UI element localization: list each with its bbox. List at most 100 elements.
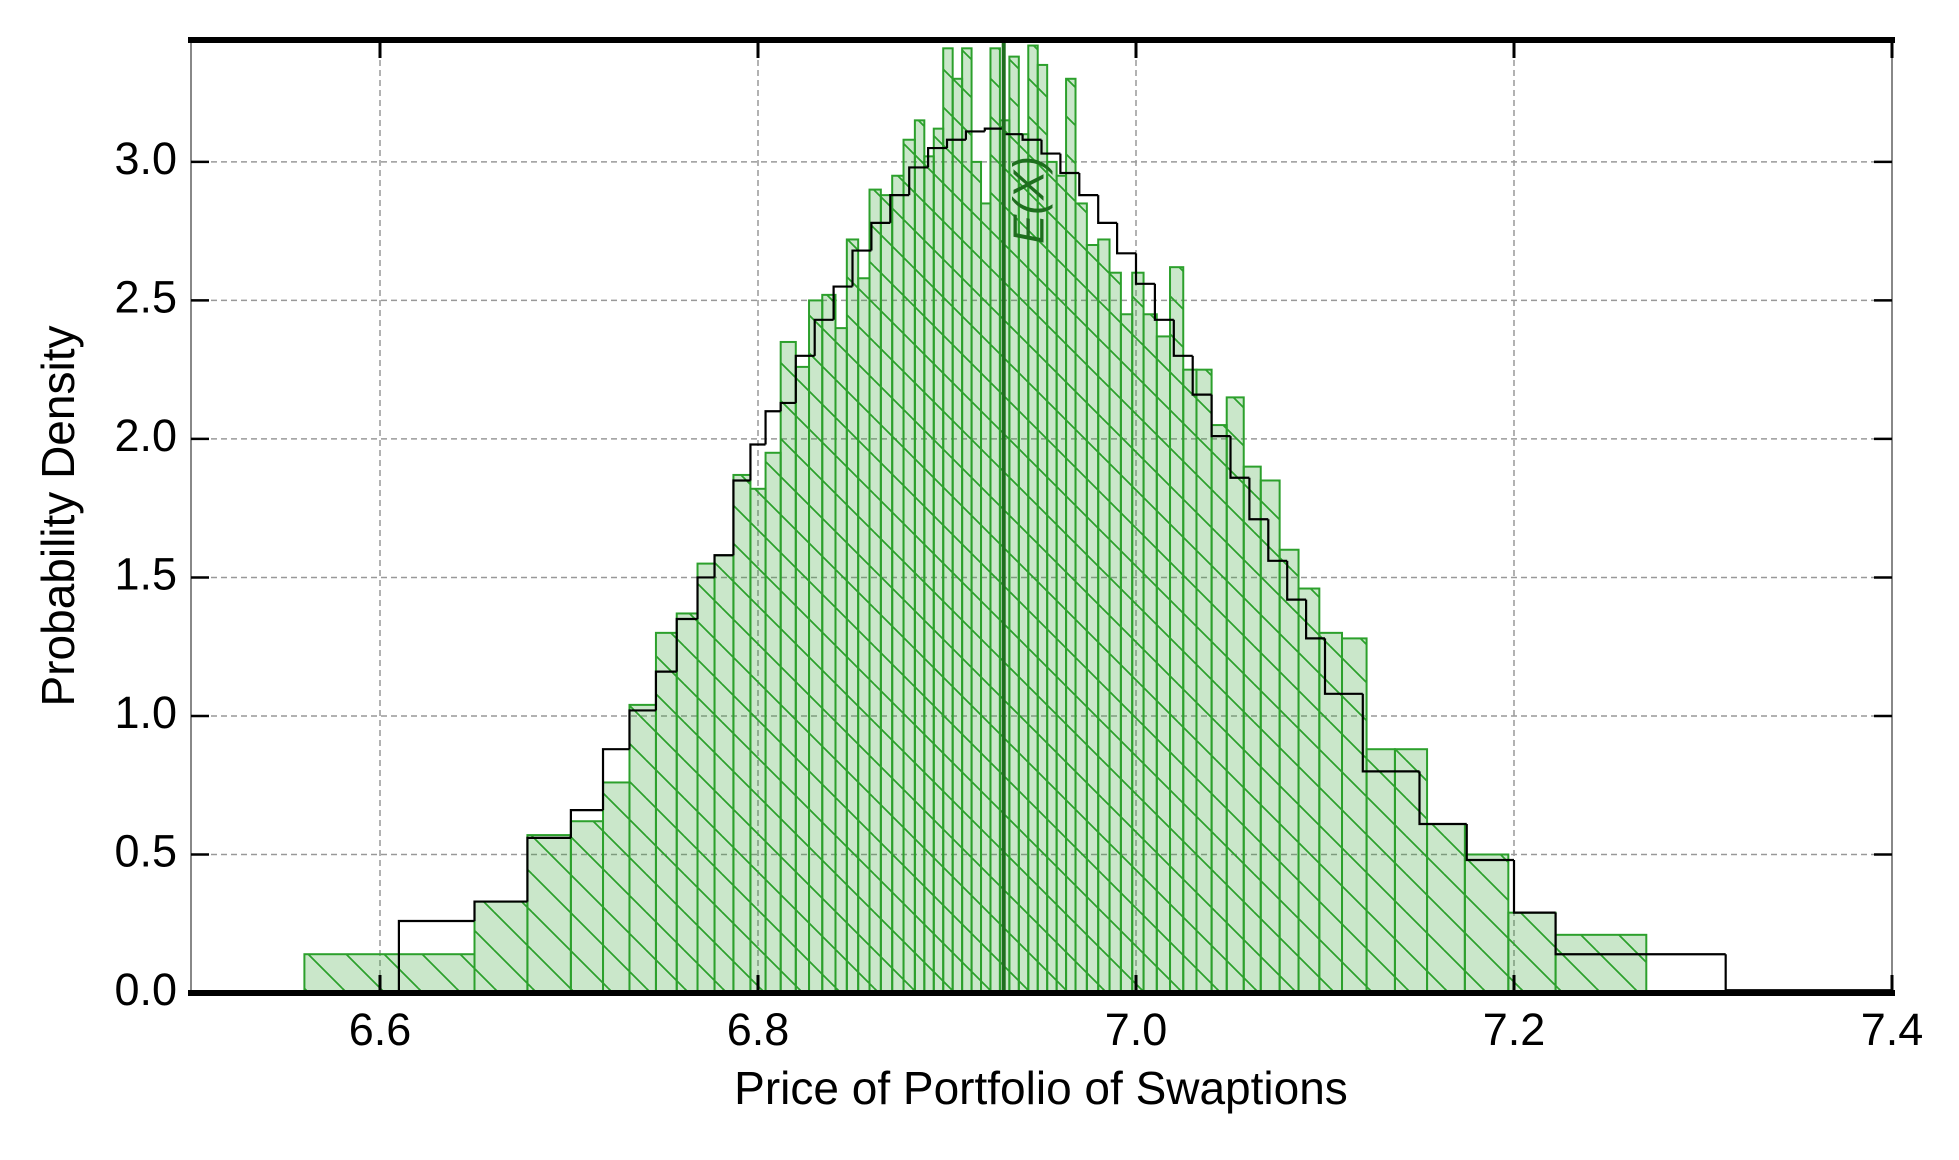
histogram-step <box>1305 599 1325 640</box>
x-tick-label: 7.2 <box>1483 1004 1546 1055</box>
histogram-step <box>397 919 475 993</box>
histogram-bar <box>749 487 767 993</box>
histogram-bar <box>821 293 837 993</box>
histogram-step <box>964 130 985 140</box>
histogram-step <box>1361 693 1420 773</box>
histogram-bar <box>879 194 894 993</box>
histogram-bar <box>1155 335 1172 993</box>
histogram-bar <box>1097 238 1111 993</box>
histogram-bar <box>923 155 935 993</box>
histogram-step <box>1286 560 1307 601</box>
x-tick-label: 6.8 <box>727 1004 790 1055</box>
histogram-bar <box>980 202 992 993</box>
histogram-step <box>764 410 781 445</box>
histogram-step <box>1323 638 1363 695</box>
histogram-step <box>1021 134 1042 141</box>
histogram-bar <box>891 174 905 993</box>
histogram-bar <box>913 119 926 993</box>
histogram-step <box>675 617 698 672</box>
histogram-bar <box>764 451 782 993</box>
histogram-bar <box>932 127 945 993</box>
y-tick-label: 2.5 <box>114 271 177 322</box>
histogram-step <box>1465 824 1514 862</box>
histogram-step <box>473 900 528 921</box>
histogram-step <box>749 443 766 481</box>
histogram-bar <box>1085 244 1100 993</box>
histogram-step <box>1153 283 1174 321</box>
histogram-bar <box>1507 911 1557 993</box>
histogram-bar <box>951 77 964 993</box>
histogram-bar <box>713 554 735 993</box>
histogram-step <box>1724 954 1892 993</box>
histogram-step <box>569 809 604 838</box>
histogram-bar <box>628 703 657 993</box>
histogram-bar <box>834 327 848 993</box>
histogram-bar <box>473 900 529 993</box>
histogram-step <box>1040 139 1061 155</box>
histogram-bar <box>868 188 882 993</box>
histogram-step <box>832 285 853 320</box>
histogram-bar <box>902 138 916 993</box>
histogram-bar <box>526 834 572 993</box>
histogram-bar <box>794 365 811 993</box>
histogram-step <box>628 709 656 750</box>
histogram-bar <box>569 820 605 993</box>
histogram-step <box>1229 436 1250 479</box>
histogram-step <box>601 748 630 811</box>
histogram-step <box>1267 519 1288 562</box>
histogram-step <box>1097 195 1118 224</box>
y-tick-label: 2.0 <box>114 410 177 461</box>
histogram-bar <box>845 238 860 993</box>
histogram-bar <box>1242 465 1262 993</box>
histogram-bar <box>1393 748 1429 993</box>
histogram-step <box>654 670 677 711</box>
histogram-bar <box>1017 133 1030 993</box>
histogram-step <box>1554 912 1726 956</box>
y-tick-label: 0.5 <box>114 825 177 876</box>
histogram-step <box>851 249 872 287</box>
histogram-step <box>1134 253 1155 285</box>
histogram-bar <box>675 612 699 993</box>
histogram-step <box>732 479 751 556</box>
histogram-bar <box>732 473 752 993</box>
histogram-bar <box>1195 368 1213 993</box>
histogram-step <box>1059 153 1080 175</box>
histogram-bar <box>1278 548 1300 993</box>
histogram-bar <box>961 47 973 993</box>
histogram-step <box>526 836 571 902</box>
histogram-bar <box>602 781 631 993</box>
histogram-bar <box>970 160 983 993</box>
x-tick-label: 7.4 <box>1861 1004 1924 1055</box>
histogram-bar <box>1046 160 1058 993</box>
histogram-bar <box>1426 823 1466 993</box>
histogram-step <box>713 554 734 578</box>
mean-label: E(X) <box>1004 156 1053 244</box>
x-tick-label: 7.0 <box>1105 1004 1168 1055</box>
histogram-bar <box>1169 266 1185 993</box>
y-tick-label: 0.0 <box>114 964 177 1015</box>
histogram-step <box>1172 319 1193 357</box>
histogram-step <box>1248 477 1269 521</box>
plot-area <box>303 44 1892 993</box>
x-axis-label: Price of Portfolio of Swaptions <box>734 1062 1348 1114</box>
histogram-step <box>779 401 796 412</box>
histogram-step <box>1418 771 1467 826</box>
histogram-bar <box>303 953 476 993</box>
histogram-step <box>1512 860 1556 914</box>
y-tick-label: 1.5 <box>114 548 177 599</box>
histogram-bar <box>989 47 1001 993</box>
histogram-bar <box>942 47 954 993</box>
histogram-step <box>908 166 929 196</box>
histogram-bar <box>857 277 871 993</box>
histogram-step <box>889 194 910 223</box>
histogram-step <box>945 138 966 149</box>
y-axis-label: Probability Density <box>32 326 84 707</box>
histogram-step <box>1191 355 1212 396</box>
histogram-bar <box>1341 637 1368 993</box>
histogram-bar <box>1131 271 1145 993</box>
histogram-bar <box>808 299 824 993</box>
x-tick-label: 6.6 <box>349 1004 412 1055</box>
histogram-step <box>1078 172 1099 197</box>
